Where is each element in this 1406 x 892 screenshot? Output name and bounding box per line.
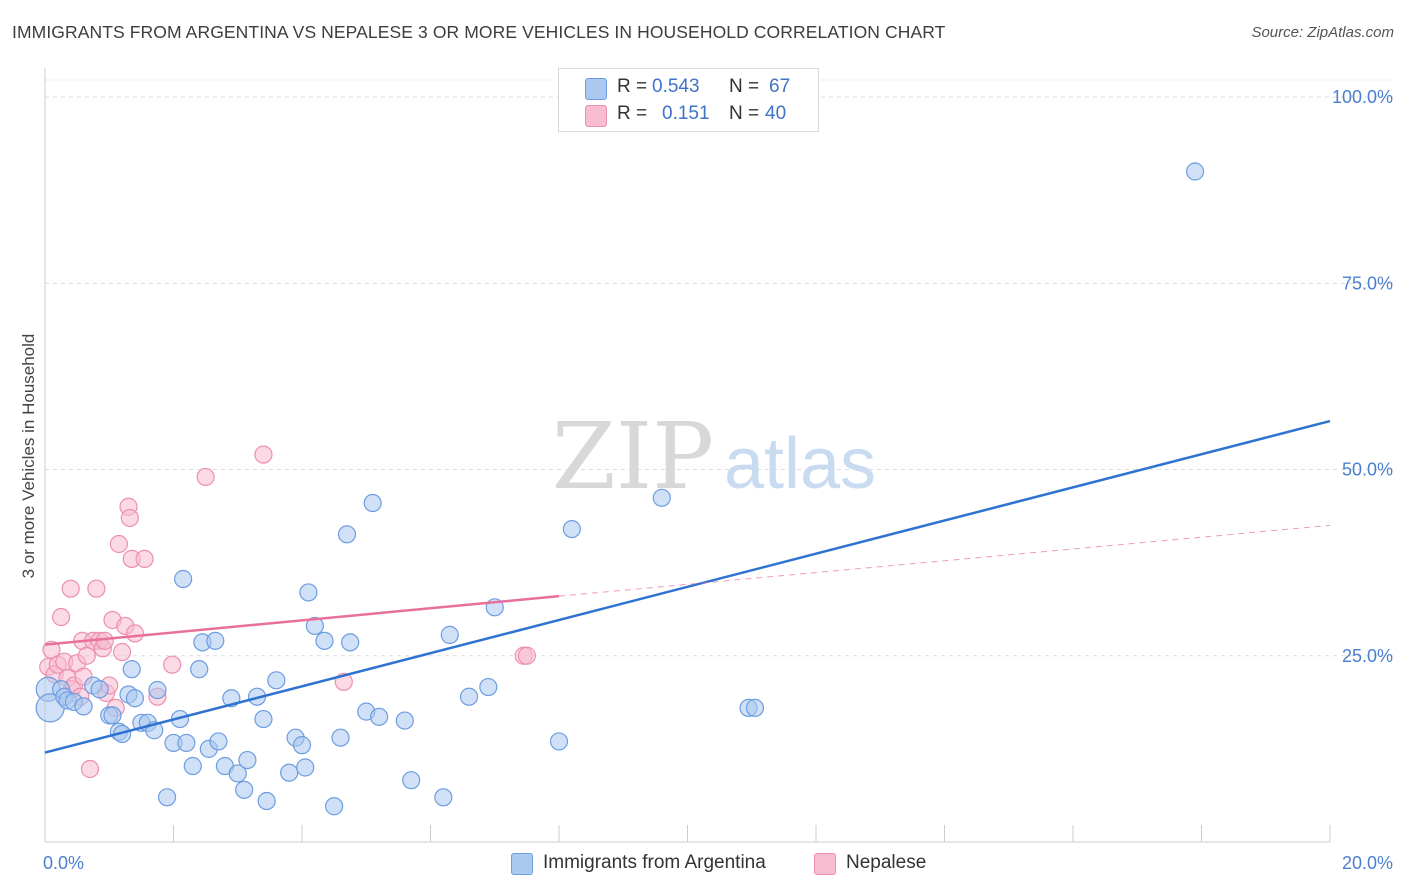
tick-labels: 25.0% 50.0% 75.0% 100.0% 0.0% 20.0% [43,87,1393,873]
legend-swatch-nepalese [585,105,607,127]
nepalese-point [112,642,132,662]
trend-lines [44,419,1331,754]
argentina-point [238,750,257,770]
argentina-point [177,733,196,753]
nepalese-point [196,467,215,487]
legend-n-value-argentina: 67 [769,76,791,97]
argentina-point [315,631,334,650]
argentina-point [157,788,177,807]
argentina-point [280,763,299,782]
argentina-point [296,758,315,777]
argentina-point [148,680,167,700]
argentina-point [459,687,479,706]
argentina-point [1185,162,1205,181]
argentina-point [174,569,193,589]
argentina-point [228,764,247,783]
argentina-point [562,519,581,539]
watermark-zip: ZIP [552,403,714,510]
legend-r-label: R = [617,76,648,97]
argentina-point [254,709,273,729]
argentina-point [206,631,225,650]
bottom-legend-swatch-nepalese [814,853,836,875]
nepalese-point [135,549,154,569]
nepalese-point [80,759,100,779]
argentina-point [745,698,765,718]
nepalese-point [109,534,128,554]
legend-r-label: R = [617,103,648,124]
nepalese-trend-extension [558,524,1331,597]
argentina-point [183,756,202,776]
nepalese-point [87,579,106,598]
argentina-point [331,728,350,747]
argentina-point [122,660,141,679]
bottom-legend-label-argentina: Immigrants from Argentina [543,852,766,873]
nepalese-point [61,579,80,598]
legend-swatch-argentina [585,78,607,100]
argentina-point [257,791,276,811]
argentina-point [235,780,254,799]
argentina-point [125,689,145,708]
argentina-point [549,732,569,751]
argentina-point [434,788,453,807]
argentina-point [325,797,344,816]
argentina-point [479,677,498,697]
y-tick-label: 50.0% [1342,460,1393,480]
nepalese-point [163,655,182,674]
y-tick-label: 75.0% [1342,273,1393,293]
nepalese-point [51,607,71,627]
nepalese-point [95,631,114,650]
nepalese-point [125,624,145,643]
legend-n-value-nepalese: 40 [765,103,787,124]
chart-title: IMMIGRANTS FROM ARGENTINA VS NEPALESE 3 … [12,22,946,42]
argentina-point [652,488,671,507]
argentina-point [267,671,286,690]
argentina-point [299,583,318,602]
argentina-point [74,697,93,716]
nepalese-point [254,445,273,464]
argentina-point [337,525,357,544]
nepalese-point [120,508,139,528]
axes [44,68,1331,843]
y-tick-label: 25.0% [1342,646,1393,666]
argentina-point [103,706,122,725]
bottom-legend-label-nepalese: Nepalese [846,852,927,873]
x-tick-label: 20.0% [1342,853,1393,873]
argentina-point [363,493,382,513]
legend-r-value-argentina: 0.543 [652,76,700,97]
source-credit: Source: ZipAtlas.com [1251,24,1394,41]
x-tick-label: 0.0% [43,853,84,873]
y-tick-label: 100.0% [1332,87,1393,107]
argentina-trend-line [44,419,1331,754]
argentina-point [292,736,312,755]
argentina-point [190,660,209,679]
legend-n-label: N = [729,103,760,124]
stats-legend: R = 0.543 N = 67 R = 0.151 N = 40 [558,68,819,132]
argentina-point [90,680,109,699]
legend-n-label: N = [729,76,760,97]
y-axis-label: 3 or more Vehicles in Household [19,334,38,579]
argentina-point [395,711,414,730]
argentina-point [440,625,459,644]
nepalese-trend-line [44,594,560,646]
argentina-point [209,732,228,751]
argentina-point [341,633,360,652]
argentina-point [402,771,421,790]
argentina-point [370,707,389,726]
nepalese-point [517,646,536,665]
legend-r-value-nepalese: 0.151 [662,103,710,124]
bottom-legend-swatch-argentina [511,853,533,875]
argentina-point [305,616,324,636]
watermark-atlas: atlas [724,424,876,504]
